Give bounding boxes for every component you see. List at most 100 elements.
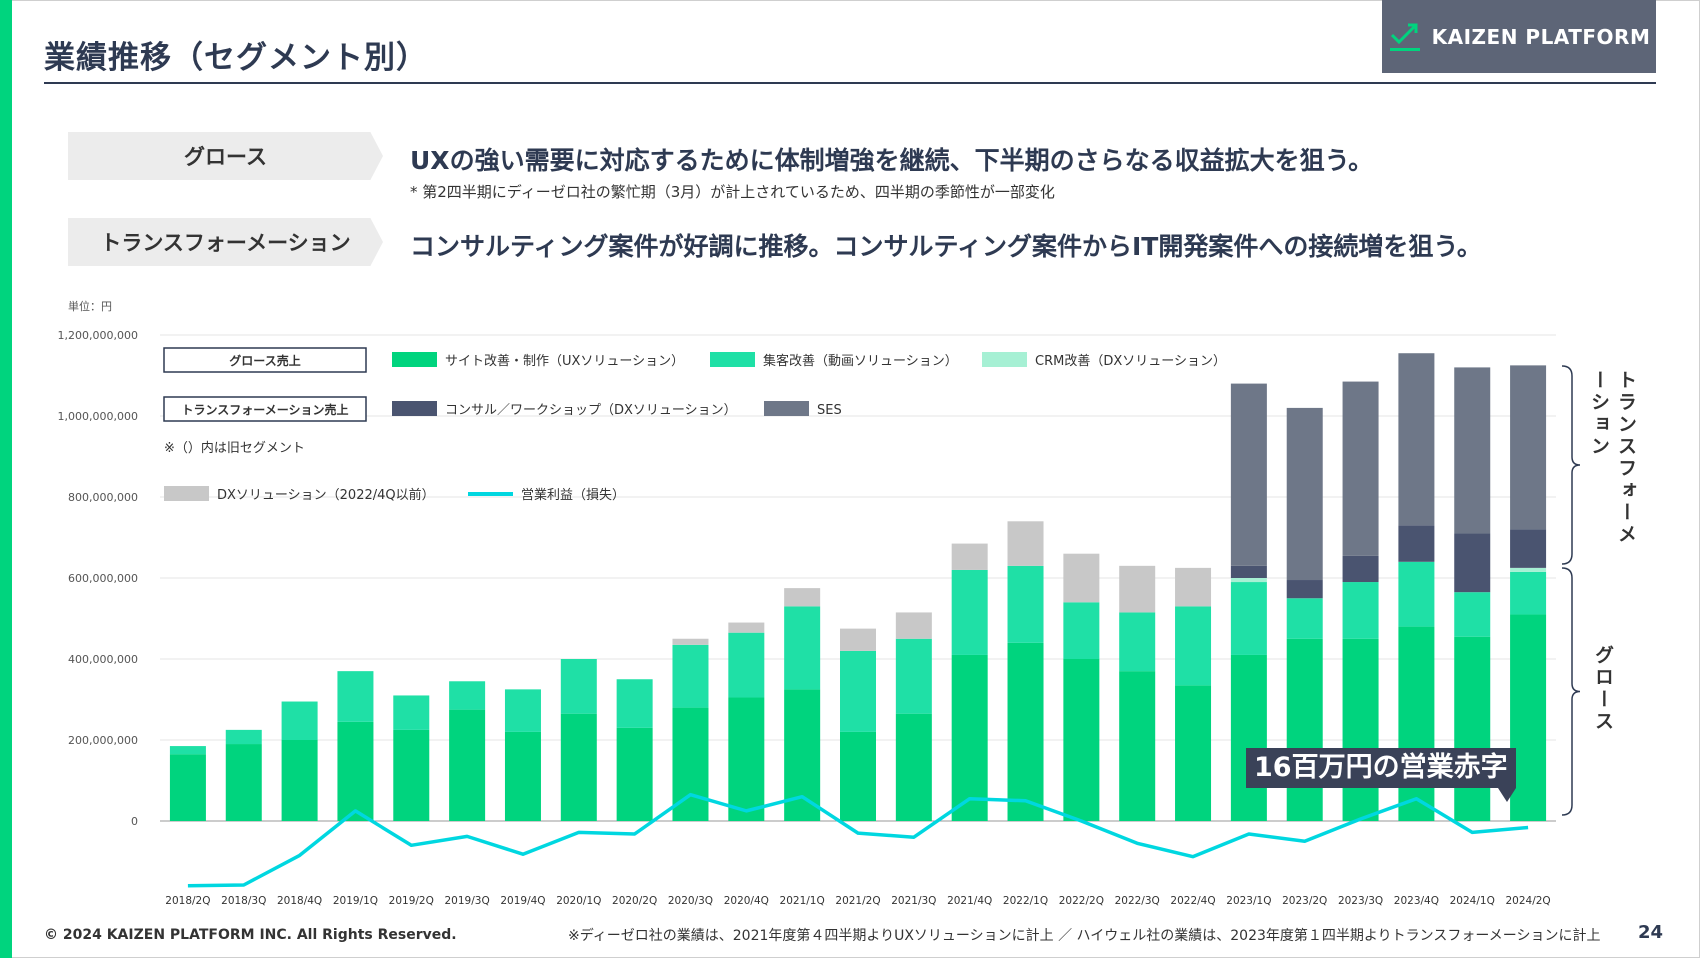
x-tick-label: 2020/3Q	[668, 895, 713, 907]
y-tick-label: 200,000,000	[68, 734, 138, 747]
bar-segment	[281, 740, 318, 821]
bar-segment	[1230, 582, 1267, 655]
x-tick-label: 2020/2Q	[612, 895, 657, 907]
bar-segment	[728, 622, 765, 633]
bar-segment	[1510, 571, 1547, 615]
x-tick-label: 2021/2Q	[835, 895, 880, 907]
logo-text: KAIZEN PLATFORM	[1431, 24, 1651, 49]
legend-swatch	[710, 352, 755, 367]
segment-brace	[1561, 567, 1581, 816]
bar-segment	[784, 588, 821, 607]
legend-label: 集客改善（動画ソリューション）	[763, 353, 958, 369]
bar-segment	[1454, 592, 1491, 637]
segment-note-growth: * 第2四半期にディーゼロ社の繁忙期（3月）が計上されているため、四半期の季節性…	[410, 183, 1055, 201]
bar-segment	[449, 709, 486, 821]
y-tick-label: 400,000,000	[68, 653, 138, 666]
legend-group-transformation: トランスフォーメーション売上	[181, 402, 348, 417]
bar-segment	[1510, 567, 1547, 572]
bar-segment	[449, 681, 486, 710]
y-tick-label: 1,000,000,000	[58, 410, 138, 423]
bar-segment	[1175, 685, 1212, 821]
segment-tag-transformation: トランスフォーメーション	[68, 218, 383, 266]
legend-swatch	[392, 401, 437, 416]
bar-segment	[1510, 365, 1547, 530]
segment-text-growth: UXの強い需要に対応するために体制増強を継続、下半期のさらなる収益拡大を狙う。	[410, 146, 1374, 175]
title-divider	[44, 82, 1656, 84]
bar-segment	[1230, 383, 1267, 566]
x-tick-label: 2021/1Q	[780, 895, 825, 907]
legend-group-growth-box	[163, 347, 367, 373]
bar-segment	[1063, 602, 1100, 659]
bar-segment	[672, 638, 709, 645]
bar-segment	[1398, 626, 1435, 821]
x-tick-label: 2024/2Q	[1505, 895, 1550, 907]
bar-segment	[1398, 353, 1435, 526]
x-tick-label: 2022/3Q	[1115, 895, 1160, 907]
bar-segment	[1063, 659, 1100, 821]
bar-segment	[1175, 567, 1212, 607]
segment-tag-growth: グロース	[68, 132, 383, 180]
bar-segment	[784, 606, 821, 690]
bar-segment	[225, 729, 262, 745]
bar-segment	[951, 569, 988, 655]
x-tick-label: 2022/1Q	[1003, 895, 1048, 907]
bar-segment	[1454, 636, 1491, 821]
bar-segment	[169, 746, 206, 755]
bar-segment	[895, 713, 932, 821]
x-tick-label: 2019/2Q	[389, 895, 434, 907]
x-tick-label: 2018/2Q	[165, 895, 210, 907]
bar-segment	[1454, 367, 1491, 534]
x-tick-label: 2020/4Q	[724, 895, 769, 907]
bar-segment	[1119, 565, 1156, 613]
bar-segment	[1286, 598, 1323, 639]
bar-segment	[1342, 381, 1379, 556]
page-title: 業績推移（セグメント別）	[44, 40, 428, 76]
bar-segment	[895, 638, 932, 714]
bar-segment	[1398, 525, 1435, 562]
x-tick-label: 2023/3Q	[1338, 895, 1383, 907]
bar-segment	[393, 729, 430, 821]
legend-swatch	[164, 486, 209, 501]
company-logo: KAIZEN PLATFORM	[1382, 0, 1656, 73]
y-tick-label: 600,000,000	[68, 572, 138, 585]
bar-segment	[1230, 565, 1267, 578]
bar-segment	[504, 689, 541, 732]
x-tick-label: 2024/1Q	[1450, 895, 1495, 907]
legend-label: SES	[817, 403, 842, 418]
y-tick-label: 1,200,000,000	[58, 329, 138, 342]
bar-segment	[1510, 614, 1547, 821]
x-tick-label: 2021/3Q	[891, 895, 936, 907]
bar-segment	[728, 632, 765, 698]
bar-segment	[1510, 529, 1547, 568]
bar-segment	[616, 727, 653, 821]
x-tick-label: 2019/3Q	[445, 895, 490, 907]
operating-profit-line	[187, 792, 1529, 888]
footer-note: ※ディーゼロ社の業績は、2021年度第４四半期よりUXソリューションに計上 ／ …	[568, 928, 1601, 944]
legend-group-growth: グロース売上	[229, 353, 300, 368]
bar-segment	[1119, 612, 1156, 672]
bar-segment	[1007, 521, 1044, 566]
bar-segment	[840, 628, 876, 651]
bar-segment	[1063, 553, 1100, 603]
bar-segment	[1342, 555, 1379, 583]
x-tick-label: 2018/4Q	[277, 895, 322, 907]
bar-segment	[337, 671, 374, 722]
segment-brace	[1561, 365, 1581, 565]
loss-annotation-pointer	[1498, 788, 1516, 802]
bar-segment	[281, 701, 318, 740]
accent-bar	[0, 0, 12, 958]
page-number: 24	[1638, 922, 1664, 943]
check-arrow-icon	[1389, 23, 1420, 51]
bar-segment	[1230, 578, 1267, 583]
bar-segment	[504, 731, 541, 821]
copyright: © 2024 KAIZEN PLATFORM INC. All Rights R…	[44, 927, 457, 943]
legend-group-transformation-box	[163, 396, 367, 422]
unit-label: 単位：円	[68, 300, 112, 313]
bar-segment	[1342, 638, 1379, 821]
bar-segment	[1286, 580, 1323, 599]
bar-segment	[1398, 561, 1435, 627]
bar-segment	[895, 612, 932, 639]
bar-segment	[1342, 582, 1379, 639]
legend-note: ※（）内は旧セグメント	[164, 440, 305, 456]
